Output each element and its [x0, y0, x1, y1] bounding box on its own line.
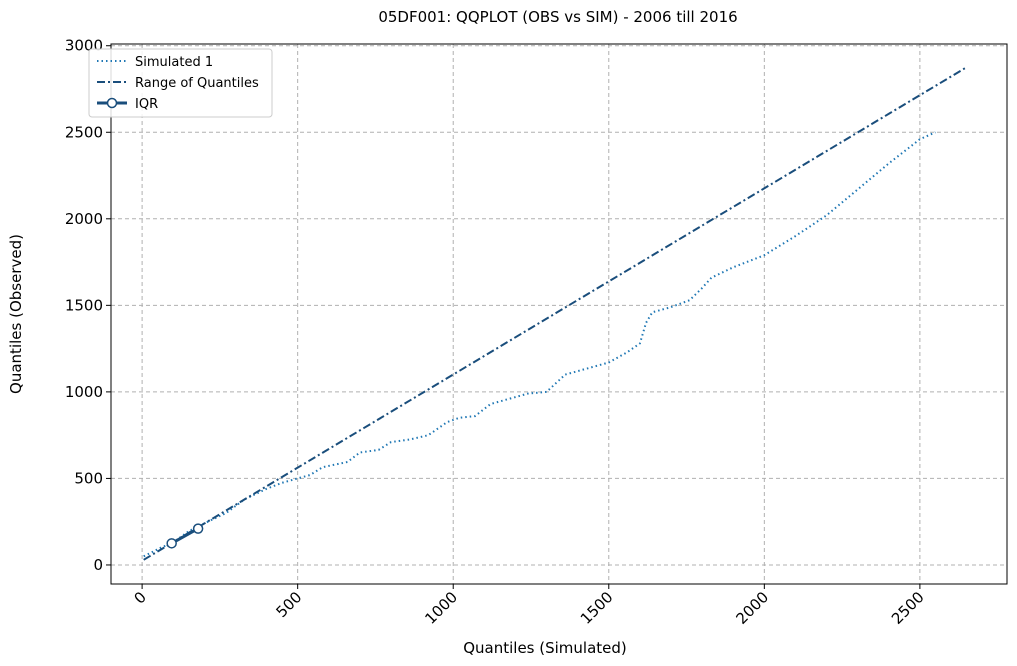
x-axis-ticks: 0 500 1000 1500 2000 2500 [130, 584, 928, 628]
legend-label-simulated: Simulated 1 [135, 55, 213, 70]
series-simulated-1-line [143, 131, 936, 558]
y-tick-label: 2500 [65, 123, 103, 141]
y-tick-label: 0 [93, 556, 103, 574]
x-tick-label: 1000 [421, 588, 461, 628]
y-axis-label: Quantiles (Observed) [7, 234, 25, 394]
series-range-of-quantiles-line [143, 67, 966, 561]
x-tick-label: 0 [130, 588, 149, 607]
x-tick-label: 1500 [577, 588, 617, 628]
grid-lines [111, 44, 1007, 584]
chart-title: 05DF001: QQPLOT (OBS vs SIM) - 2006 till… [378, 8, 737, 26]
x-axis-label: Quantiles (Simulated) [463, 639, 627, 657]
x-tick-label: 500 [273, 588, 306, 621]
legend: Simulated 1 Range of Quantiles IQR [88, 48, 273, 118]
series-layer [143, 67, 966, 561]
y-tick-label: 1000 [65, 383, 103, 401]
y-tick-label: 1500 [65, 296, 103, 314]
y-tick-label: 500 [74, 469, 103, 487]
legend-label-iqr: IQR [135, 97, 158, 112]
iqr-point [192, 523, 204, 534]
legend-swatch-iqr-marker [106, 97, 118, 109]
x-tick-label: 2000 [732, 588, 772, 628]
y-tick-label: 2000 [65, 210, 103, 228]
iqr-point [166, 538, 177, 549]
legend-box [88, 48, 273, 118]
x-tick-label: 2500 [888, 588, 928, 628]
legend-label-range: Range of Quantiles [135, 76, 259, 91]
plot-frame [110, 43, 1008, 585]
